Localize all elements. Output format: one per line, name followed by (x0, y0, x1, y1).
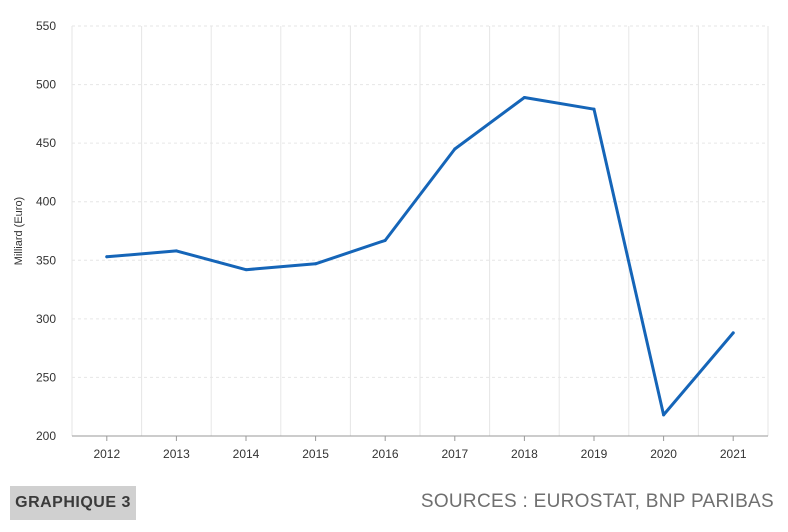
x-tick-label: 2014 (233, 447, 260, 461)
y-tick-label: 500 (36, 78, 56, 92)
y-tick-label: 300 (36, 312, 56, 326)
x-tick-label: 2016 (372, 447, 399, 461)
x-tick-label: 2013 (163, 447, 190, 461)
data-point (174, 249, 178, 253)
y-axis-ticks: 200 250 300 350 400 450 500 550 (36, 19, 56, 443)
x-tick-label: 2019 (581, 447, 608, 461)
data-point (592, 107, 596, 111)
sources-note: SOURCES : EUROSTAT, BNP PARIBAS (420, 491, 774, 512)
data-point (105, 255, 109, 259)
y-tick-label: 450 (36, 136, 56, 150)
x-tick-label: 2012 (93, 447, 120, 461)
y-axis-label: Milliard (Euro) (13, 197, 25, 265)
data-point (453, 147, 457, 151)
y-tick-label: 250 (36, 370, 56, 384)
data-point (522, 95, 526, 99)
x-tick-label: 2020 (650, 447, 677, 461)
y-tick-label: 550 (36, 19, 56, 33)
series-line (105, 96, 735, 417)
x-axis-ticks: 2012 2013 2014 2015 2016 2017 2018 2019 2020 2021 (93, 436, 747, 461)
figure-badge: GRAPHIQUE 3 (10, 486, 136, 520)
y-tick-label: 400 (36, 195, 56, 209)
gridlines (71, 25, 769, 436)
data-point (662, 413, 666, 417)
series-group (105, 95, 735, 417)
y-tick-label: 350 (36, 253, 56, 267)
x-tick-label: 2017 (441, 447, 468, 461)
x-tick-label: 2021 (720, 447, 747, 461)
data-point (244, 268, 248, 272)
x-tick-label: 2015 (302, 447, 329, 461)
x-tick-label: 2018 (511, 447, 538, 461)
data-point (383, 238, 387, 242)
data-point (314, 262, 318, 266)
y-tick-label: 200 (36, 429, 56, 443)
data-point (731, 331, 735, 335)
